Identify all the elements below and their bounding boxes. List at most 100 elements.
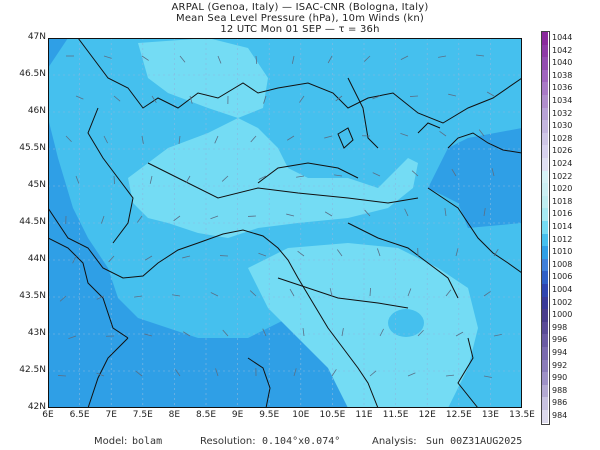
wind-barb xyxy=(438,55,447,58)
wind-barb xyxy=(175,369,181,377)
wind-barb xyxy=(287,135,295,141)
wind-barb xyxy=(291,55,295,64)
legend-label: 1006 xyxy=(552,272,573,282)
wind-barb xyxy=(379,328,384,337)
legend-label: 1002 xyxy=(552,297,573,307)
wind-barb xyxy=(172,294,181,297)
legend-label: 1018 xyxy=(552,196,573,206)
wind-barb xyxy=(258,252,267,257)
legend-label: 998 xyxy=(552,322,568,332)
legend-swatch xyxy=(542,347,548,360)
longitude-label: 12E xyxy=(418,410,436,420)
legend-swatch xyxy=(542,95,548,108)
wind-barb xyxy=(68,335,77,339)
wind-barb xyxy=(289,288,295,297)
wind-barb xyxy=(296,175,305,178)
legend-label: 1004 xyxy=(552,285,573,294)
longitude-label: 10.5E xyxy=(319,410,346,420)
latitude-label: 46N xyxy=(27,106,46,116)
wind-barb xyxy=(324,211,333,217)
header-time-line: 12 UTC Mon 01 SEP — τ = 36h xyxy=(220,24,380,35)
wind-barb xyxy=(369,370,377,377)
legend-swatch xyxy=(542,195,548,209)
legend-label: 1032 xyxy=(552,108,573,118)
wind-barb xyxy=(493,249,499,257)
legend-swatch xyxy=(542,309,548,322)
pressure-legend: 1044 1042 1040 1038 1036 1034 1032 1030 1028 1026… xyxy=(540,28,600,428)
longitude-label: 7.5E xyxy=(132,410,153,420)
legend-swatch xyxy=(542,82,548,95)
legend-label: 1026 xyxy=(552,146,573,156)
legend-swatch xyxy=(542,208,548,221)
wind-barb xyxy=(59,295,67,302)
longitude-label: 12.5E xyxy=(445,410,472,420)
wind-barb xyxy=(255,55,258,65)
longitude-label: 13.5E xyxy=(509,410,535,420)
model-label: Model: xyxy=(94,436,128,447)
legend-swatch xyxy=(542,132,548,146)
wind-barb xyxy=(249,290,257,297)
wind-barb xyxy=(407,372,416,377)
legend-swatch xyxy=(542,107,548,121)
model-value: bolam xyxy=(132,436,163,447)
wind-barb xyxy=(335,95,343,102)
legend-swatch xyxy=(542,170,548,184)
legend-swatch xyxy=(542,321,548,335)
legend-label: 1040 xyxy=(552,58,573,68)
legend-swatch xyxy=(542,384,548,398)
header-source-line: ARPAL (Genoa, Italy) — ISAC-CNR (Bologna… xyxy=(171,2,429,13)
wind-barb xyxy=(72,255,77,264)
legend-label: 996 xyxy=(552,335,568,345)
legend-label: 1044 xyxy=(552,33,573,42)
wind-barb xyxy=(377,248,381,257)
analysis-value: Sun 00Z31AUG2025 xyxy=(426,436,523,447)
wind-barb xyxy=(57,375,67,377)
wind-barb xyxy=(101,215,105,224)
wind-barb xyxy=(476,54,485,57)
latitude-label: 45.5N xyxy=(19,143,46,153)
header-variable-line: Mean Sea Level Pressure (hPa), 10m Winds… xyxy=(176,13,424,24)
wind-barb xyxy=(210,215,219,220)
legend-label: 1028 xyxy=(552,133,573,143)
wind-barb xyxy=(329,288,333,297)
latitude-label: 43.5N xyxy=(19,291,46,301)
wind-barb xyxy=(341,328,344,337)
map-frame xyxy=(48,38,522,408)
wind-barb xyxy=(293,368,297,377)
latitude-label: 44.5N xyxy=(19,217,46,227)
wind-barb xyxy=(108,255,115,263)
wind-barb xyxy=(372,172,381,177)
legend-label: 1024 xyxy=(552,159,573,168)
wind-barb xyxy=(221,175,229,182)
wind-barb xyxy=(144,333,153,337)
wind-barb xyxy=(183,331,191,337)
wind-barb xyxy=(258,175,267,180)
wind-barb xyxy=(364,209,371,217)
wind-barb xyxy=(455,248,459,257)
wind-barb xyxy=(302,328,305,337)
longitude-label: 13E xyxy=(481,410,499,420)
wind-barb xyxy=(250,135,257,143)
graticule xyxy=(48,38,522,408)
pressure-field-1014-central xyxy=(248,243,478,408)
wind-barb xyxy=(286,213,295,217)
wind-barb xyxy=(189,95,193,104)
wind-barb xyxy=(334,174,343,177)
wind-barb xyxy=(372,95,381,100)
wind-barb xyxy=(182,255,191,259)
wind-barb xyxy=(210,292,219,297)
wind-barb xyxy=(297,250,305,257)
legend-swatch xyxy=(542,32,548,45)
wind-barb xyxy=(483,208,486,217)
map-canvas xyxy=(48,38,522,408)
latitude-label: 42.5N xyxy=(19,365,46,375)
legend-label: 984 xyxy=(552,411,568,420)
legend-swatch xyxy=(542,284,548,297)
wind-barb xyxy=(96,372,105,377)
pressure-map xyxy=(48,38,522,408)
wind-barb xyxy=(214,135,219,144)
legend-swatch xyxy=(542,145,548,158)
resolution-value: 0.104°x0.074° xyxy=(262,436,341,447)
wind-barbs xyxy=(57,54,502,378)
legend-label: 1036 xyxy=(552,83,573,93)
